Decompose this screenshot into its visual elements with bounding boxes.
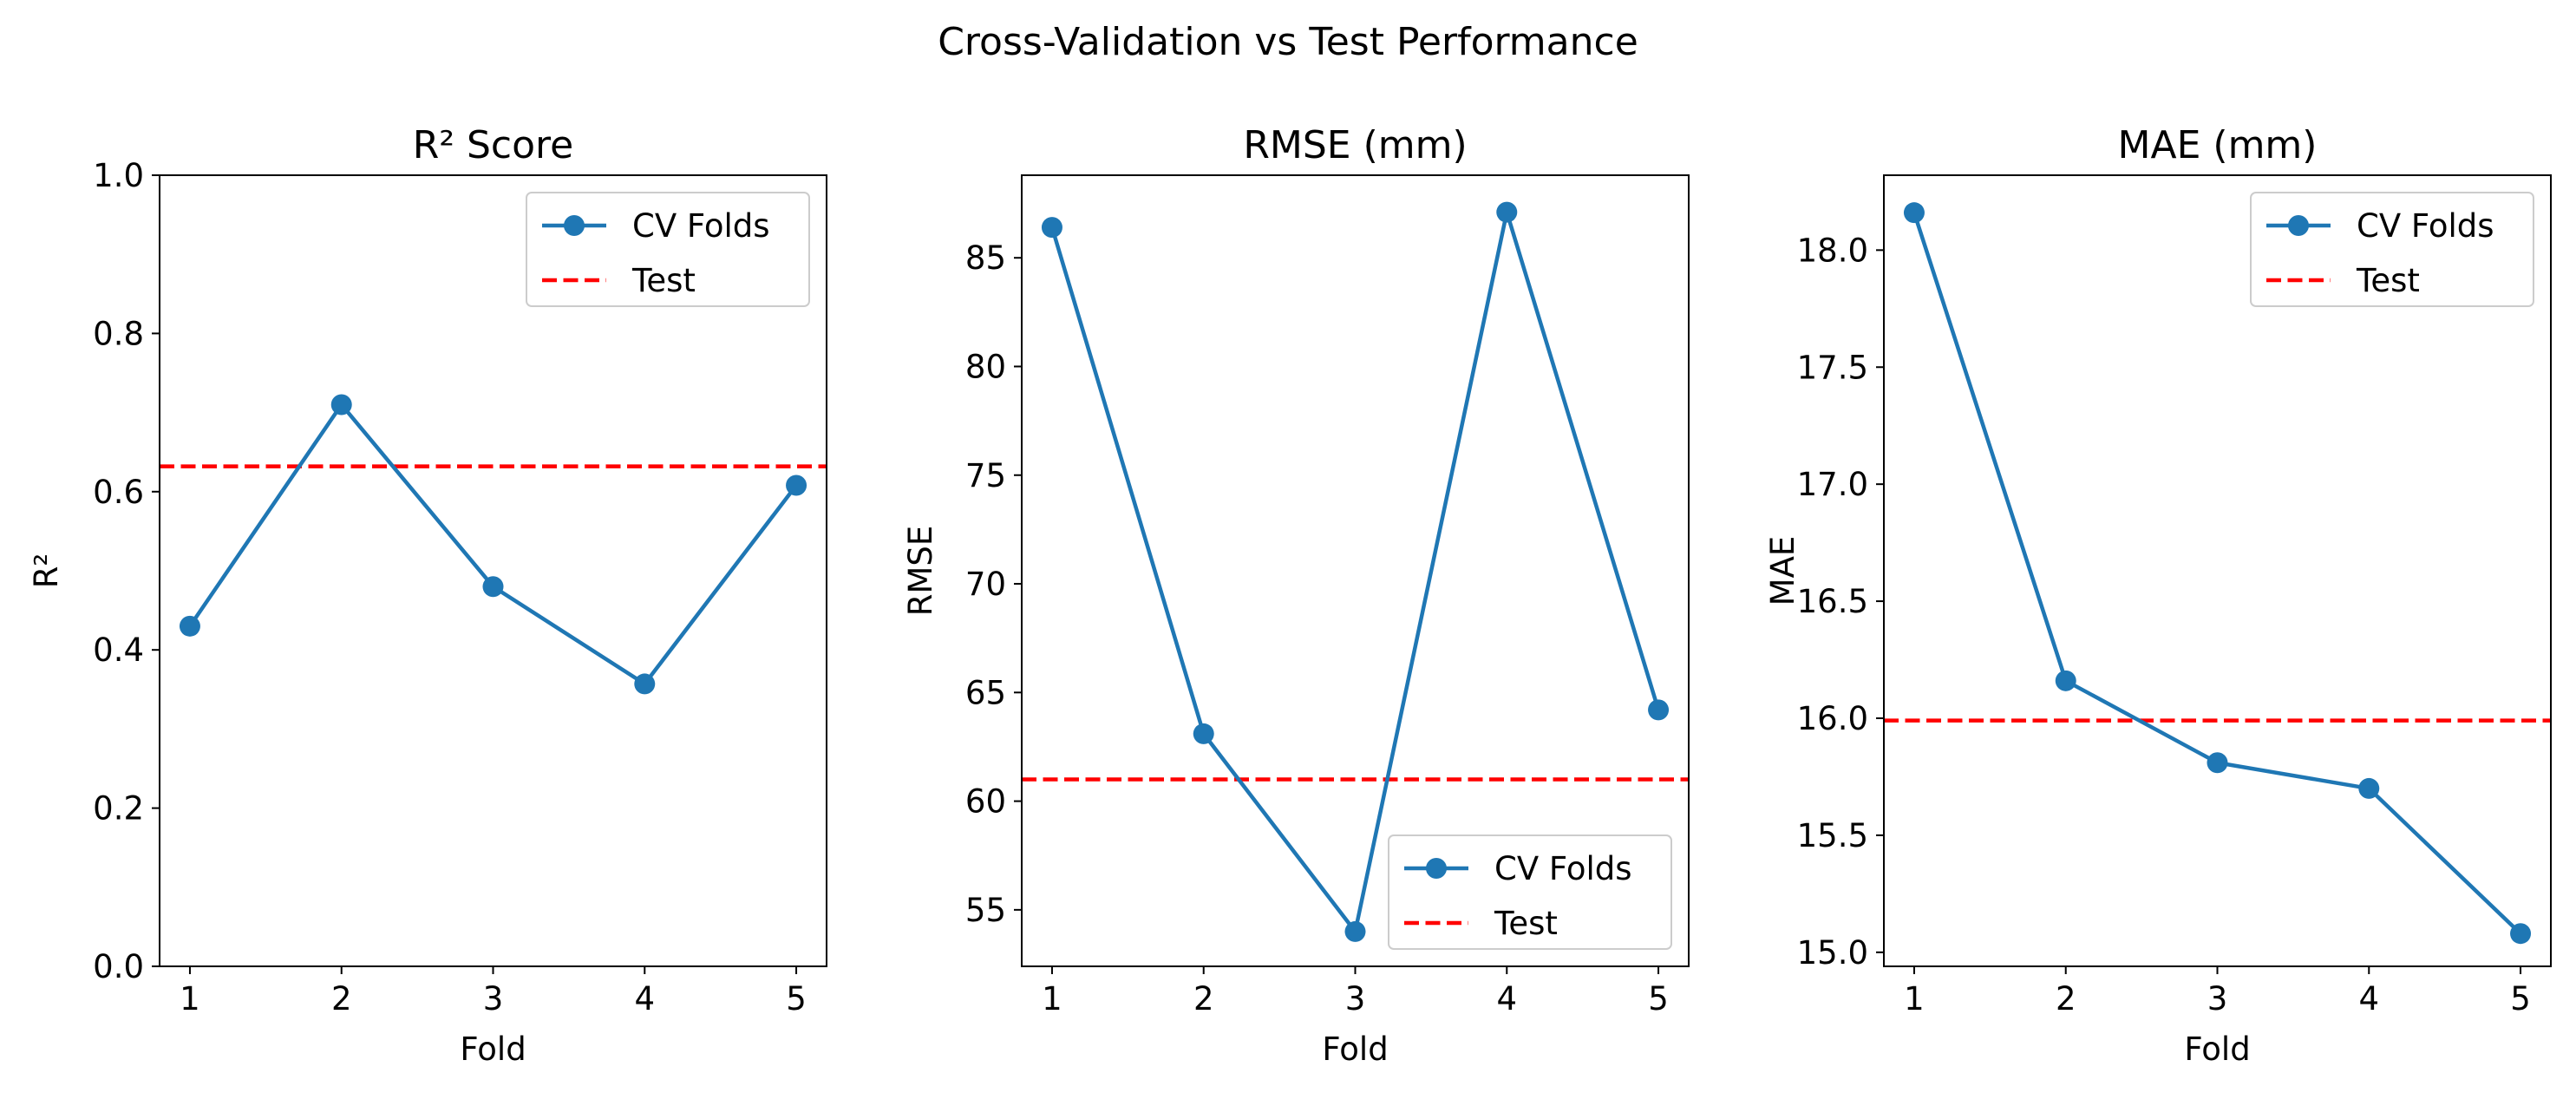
y-tick-label: 16.5 (1797, 583, 1868, 620)
cv-fold-point (482, 576, 504, 598)
legend-cv-swatch-marker (2288, 215, 2309, 236)
x-tick-label: 2 (331, 980, 352, 1018)
cv-folds-line (1912, 212, 2522, 935)
legend-box (526, 192, 810, 307)
y-tick-label: 0.4 (93, 632, 144, 669)
subplot-title: MAE (mm) (2118, 123, 2318, 167)
y-tick-label: 75 (965, 457, 1006, 494)
x-tick-label: 4 (634, 980, 655, 1018)
legend-test-label: Test (1494, 905, 1558, 942)
x-tick-label: 1 (1904, 980, 1925, 1018)
subplot-title: R² Score (413, 123, 573, 167)
cv-fold-point (786, 474, 807, 496)
x-tick-label: 3 (483, 980, 504, 1018)
cv-fold-point (634, 673, 656, 695)
y-axis-label: RMSE (902, 526, 939, 617)
cv-fold-point (1903, 202, 1925, 224)
y-tick-label: 70 (965, 566, 1006, 603)
subplot-1: R² Score 0.0 0.2 0.4 0.6 0.8 1.0 1 2 3 4 5 Fold R² CV … (28, 123, 827, 1068)
legend-box (2250, 192, 2534, 307)
x-tick-label: 3 (2207, 980, 2228, 1018)
y-tick-label: 0.0 (93, 948, 144, 985)
subplot-3: MAE (mm) 15.0 15.5 16.0 16.5 17.0 17.5 18.0 1 2 3 4… (1764, 123, 2552, 1068)
y-tick-label: 15.5 (1797, 817, 1868, 854)
y-tick-label: 15.0 (1797, 934, 1868, 972)
x-tick-label: 4 (2358, 980, 2379, 1018)
y-tick-label: 0.8 (93, 315, 144, 352)
legend-cv-swatch-marker (1426, 858, 1447, 879)
cv-fold-point (2207, 752, 2228, 774)
legend: CV Folds Test (1388, 834, 1672, 950)
axes-frame (1021, 174, 1690, 967)
figure-suptitle: Cross-Validation vs Test Performance (938, 20, 1638, 64)
cv-fold-point (179, 615, 200, 637)
x-tick-label: 2 (1193, 980, 1214, 1018)
y-tick-label: 0.2 (93, 790, 144, 828)
subplot-title: RMSE (mm) (1243, 123, 1467, 167)
subplot-2: RMSE (mm) 55 60 65 70 75 80 85 1 2 3 4 5 Fold RMSE CV F… (902, 123, 1690, 1068)
y-axis-label: MAE (1764, 536, 1801, 606)
y-tick-label: 55 (965, 892, 1006, 929)
x-tick-label: 1 (180, 980, 200, 1018)
y-tick-label: 80 (965, 348, 1006, 385)
cv-fold-point (2510, 923, 2532, 945)
cv-fold-point (1193, 723, 1214, 744)
y-tick-label: 1.0 (93, 157, 144, 194)
legend-cv-swatch-marker (564, 215, 585, 236)
x-axis-label: Fold (460, 1031, 526, 1068)
cv-folds-line (188, 402, 798, 686)
legend: CV Folds Test (2250, 192, 2534, 307)
legend-cv-label: CV Folds (2357, 207, 2494, 245)
x-axis-label: Fold (1322, 1031, 1388, 1068)
cv-fold-point (1496, 201, 1518, 223)
y-tick-label: 17.5 (1797, 349, 1868, 386)
x-axis-label: Fold (2184, 1031, 2250, 1068)
axes-frame (159, 174, 827, 967)
cv-fold-point (1344, 920, 1366, 942)
y-tick-label: 65 (965, 674, 1006, 711)
axes-frame (1883, 174, 2552, 967)
cv-folds-line (1049, 210, 1661, 934)
x-tick-label: 3 (1345, 980, 1366, 1018)
legend-box (1388, 834, 1672, 950)
y-tick-label: 0.6 (93, 474, 144, 511)
cv-fold-point (330, 394, 352, 416)
y-axis-label: R² (28, 553, 65, 589)
legend-cv-label: CV Folds (1494, 850, 1632, 887)
x-tick-label: 5 (1648, 980, 1669, 1018)
y-tick-label: 18.0 (1797, 232, 1868, 269)
x-tick-label: 5 (2510, 980, 2531, 1018)
y-tick-label: 60 (965, 783, 1006, 821)
cv-fold-point (1041, 217, 1062, 239)
cv-fold-point (1648, 699, 1670, 721)
y-tick-label: 17.0 (1797, 466, 1868, 503)
x-tick-label: 4 (1496, 980, 1517, 1018)
legend-test-label: Test (631, 262, 696, 299)
x-tick-label: 1 (1042, 980, 1062, 1018)
cv-fold-point (2055, 670, 2076, 691)
legend-test-label: Test (2356, 262, 2420, 299)
legend: CV Folds Test (526, 192, 810, 307)
subplots-container: R² Score 0.0 0.2 0.4 0.6 0.8 1.0 1 2 3 4 5 Fold R² CV … (28, 123, 2552, 1068)
legend-cv-label: CV Folds (632, 207, 770, 245)
x-tick-label: 2 (2056, 980, 2076, 1018)
cv-fold-point (2358, 777, 2380, 799)
y-tick-label: 85 (965, 239, 1006, 277)
y-tick-label: 16.0 (1797, 700, 1868, 737)
x-tick-label: 5 (786, 980, 807, 1018)
